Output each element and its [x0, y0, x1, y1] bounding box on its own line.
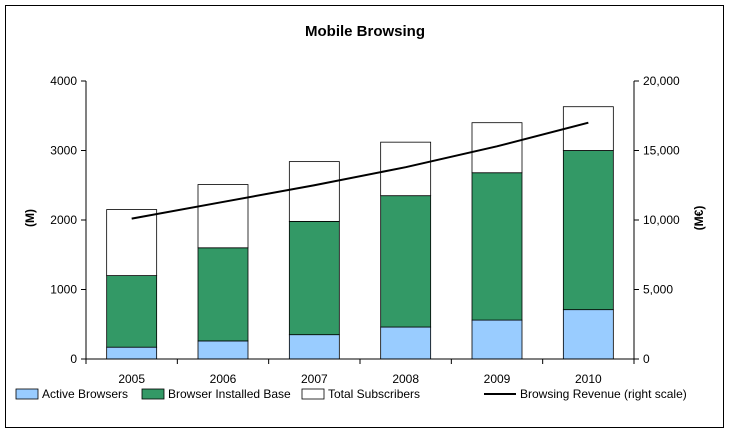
- y-axis-right-label: (M€): [692, 206, 706, 231]
- bar-active-browsers-2009: [471, 319, 523, 360]
- bar-browser-installed-base-2007: [288, 220, 340, 336]
- bar-browser-installed-base-2005: [106, 275, 158, 348]
- legend-swatch: [301, 388, 325, 400]
- y-left-tick-label: 2000: [50, 213, 77, 227]
- x-tick-label: 2005: [118, 372, 145, 386]
- y-left-tick-label: 3000: [50, 144, 77, 158]
- bar-active-browsers-2010: [562, 309, 614, 360]
- legend-swatch: [141, 388, 165, 400]
- bar-total-subscribers-2009: [471, 122, 523, 174]
- bar-total-subscribers-2005: [106, 209, 158, 276]
- series-line-browsing-revenue: [131, 121, 589, 220]
- x-tick-label: 2008: [392, 372, 419, 386]
- bar-active-browsers-2008: [380, 326, 432, 360]
- legend-label: Active Browsers: [42, 387, 128, 401]
- legend-label: Browser Installed Base: [168, 387, 291, 401]
- y-right-tick-label: 5,000: [643, 283, 673, 297]
- mobile-browsing-chart: Mobile Browsing (M) (M€) 2005 2006 2007 200…: [15, 23, 706, 401]
- y-right-tick-label: 20,000: [643, 74, 680, 88]
- legend-label: Total Subscribers: [328, 387, 420, 401]
- y-axis-left-label: (M): [23, 209, 37, 227]
- bar-active-browsers-2006: [197, 340, 249, 360]
- legend-label: Browsing Revenue (right scale): [520, 387, 687, 401]
- x-tick-label: 2010: [575, 372, 602, 386]
- chart-frame: Mobile Browsing (M) (M€) 2005 2006 2007 200…: [5, 5, 724, 428]
- y-right-tick-label: 10,000: [643, 213, 680, 227]
- legend-swatch: [15, 388, 39, 400]
- bar-total-subscribers-2010: [562, 106, 614, 151]
- y-left-tick-label: 0: [70, 352, 77, 366]
- y-right-tick-label: 15,000: [643, 144, 680, 158]
- bar-active-browsers-2007: [288, 334, 340, 360]
- y-left-tick-label: 4000: [50, 74, 77, 88]
- x-tick-label: 2009: [484, 372, 511, 386]
- bar-total-subscribers-2007: [288, 161, 340, 222]
- bar-browser-installed-base-2006: [197, 247, 249, 342]
- bar-total-subscribers-2008: [380, 141, 432, 197]
- bar-active-browsers-2005: [106, 346, 158, 360]
- bar-browser-installed-base-2009: [471, 172, 523, 321]
- y-right-tick-label: 0: [643, 352, 650, 366]
- y-left-tick-label: 1000: [50, 283, 77, 297]
- bar-browser-installed-base-2010: [562, 150, 614, 311]
- bar-total-subscribers-2006: [197, 184, 249, 249]
- x-tick-label: 2006: [210, 372, 237, 386]
- bar-browser-installed-base-2008: [380, 195, 432, 328]
- chart-title: Mobile Browsing: [305, 23, 425, 40]
- x-tick-label: 2007: [301, 372, 328, 386]
